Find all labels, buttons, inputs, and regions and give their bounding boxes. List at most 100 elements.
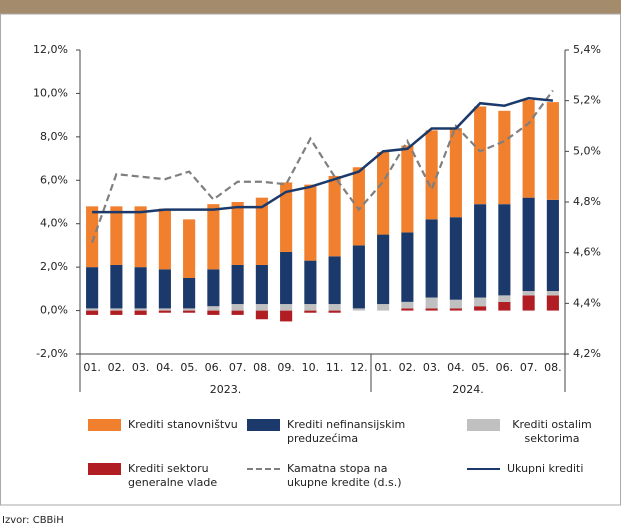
bar: [304, 260, 317, 305]
bar: [207, 269, 220, 307]
line: [92, 96, 554, 214]
bar: [352, 308, 365, 311]
bar: [86, 308, 99, 311]
x-tick-label: 05.: [180, 361, 198, 374]
bar: [474, 297, 487, 307]
bar: [425, 297, 438, 309]
x-tick-label: 03.: [423, 361, 441, 374]
bar: [134, 308, 147, 311]
y2-tick-label: 4,8%: [573, 195, 601, 208]
legend-label: Krediti ostalim sektorima: [512, 418, 592, 445]
y-tick-label: 12,0%: [33, 43, 68, 56]
bar: [498, 110, 511, 205]
bar: [546, 102, 559, 200]
bar: [231, 310, 244, 315]
y-tick-label: 2,0%: [40, 260, 68, 273]
x-tick-label: 07.: [520, 361, 538, 374]
bar: [546, 199, 559, 292]
bar: [352, 245, 365, 309]
bar: [231, 304, 244, 311]
legend-swatch: [467, 468, 500, 470]
y-tick-label: 4,0%: [40, 217, 68, 230]
bar: [231, 202, 244, 265]
bar: [110, 264, 123, 309]
bar: [280, 310, 293, 322]
legend-swatch: [247, 468, 280, 470]
bar: [183, 310, 196, 313]
y2-tick-label: 4,2%: [573, 347, 601, 360]
bar: [86, 206, 99, 268]
bar: [522, 291, 535, 296]
bar: [328, 256, 341, 305]
y2-tick-label: 4,6%: [573, 246, 601, 259]
legend-label: Ukupni krediti: [507, 462, 584, 475]
y2-tick-label: 5,2%: [573, 94, 601, 107]
bar: [474, 306, 487, 311]
bar: [425, 308, 438, 311]
y-tick-label: 6,0%: [40, 173, 68, 186]
bar: [401, 301, 414, 309]
legend-label: Krediti nefinansijskim preduzećima: [287, 418, 406, 445]
bar: [255, 264, 268, 305]
bar: [377, 152, 390, 235]
bar: [304, 310, 317, 313]
legend-swatch: [247, 419, 280, 431]
bar: [86, 310, 99, 315]
legend-label: Krediti stanovništvu: [128, 418, 238, 431]
x-tick-label: 08.: [544, 361, 562, 374]
bar: [352, 167, 365, 246]
x-tick-label: 09.: [277, 361, 295, 374]
y-tick-label: 10,0%: [33, 86, 68, 99]
bar: [522, 295, 535, 311]
bar: [449, 128, 462, 218]
source: Izvor: CBBiH: [2, 515, 64, 526]
group-label: 2023.: [210, 383, 242, 396]
bar: [546, 295, 559, 311]
y2-tick-label: 4,4%: [573, 296, 601, 309]
header-bar: [0, 0, 621, 14]
line: [91, 89, 554, 243]
x-tick-label: 01.: [83, 361, 101, 374]
bar: [449, 217, 462, 300]
bar: [498, 295, 511, 302]
x-tick-label: 02.: [108, 361, 126, 374]
x-tick-label: 04.: [156, 361, 174, 374]
x-tick-label: 11.: [326, 361, 344, 374]
bar: [110, 310, 123, 315]
bar: [134, 206, 147, 268]
bar: [255, 310, 268, 320]
bar: [522, 99, 535, 198]
bar: [134, 310, 147, 315]
bar: [328, 310, 341, 313]
y-tick-label: 0,0%: [40, 304, 68, 317]
legend-label: Krediti sektoru generalne vlade: [128, 462, 218, 489]
bar: [522, 197, 535, 292]
bar: [231, 264, 244, 305]
y-tick-label: 8,0%: [40, 130, 68, 143]
bar: [304, 304, 317, 311]
bar: [498, 301, 511, 311]
bar: [401, 145, 414, 233]
x-tick-label: 02.: [399, 361, 417, 374]
bar: [255, 197, 268, 265]
bar: [377, 304, 390, 311]
x-tick-label: 07.: [229, 361, 247, 374]
bar: [280, 182, 293, 252]
x-tick-label: 08.: [253, 361, 271, 374]
legend-swatch: [88, 419, 121, 431]
bar: [425, 219, 438, 298]
x-tick-label: 03.: [132, 361, 150, 374]
legend-label: Kamatna stopa na ukupne kredite (d.s.): [287, 462, 402, 489]
x-tick-label: 12.: [350, 361, 368, 374]
bar: [425, 130, 438, 220]
bar: [134, 267, 147, 309]
bar: [207, 306, 220, 311]
bar: [474, 106, 487, 205]
bar: [449, 308, 462, 311]
bar: [449, 299, 462, 309]
y2-tick-label: 5,0%: [573, 144, 601, 157]
bar: [158, 269, 171, 309]
bar: [474, 204, 487, 298]
